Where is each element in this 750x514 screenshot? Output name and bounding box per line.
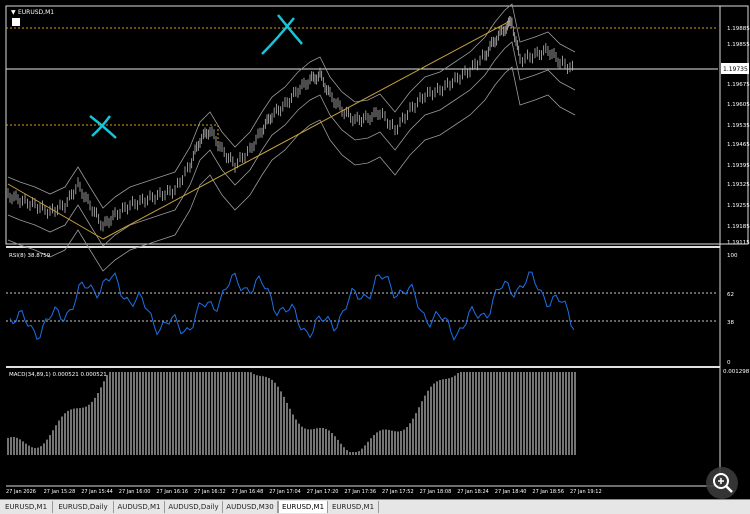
time-tick-label: 27 Jan 16:16: [156, 489, 188, 495]
price-tick-label: 1.19605: [727, 102, 750, 108]
macd-scale-label: 0.001298: [723, 369, 750, 375]
tab-eurusd-m1-active[interactable]: EURUSD,M1: [278, 501, 328, 513]
current-price-label: 1.19735: [723, 66, 748, 73]
trendline-up[interactable]: [102, 20, 511, 240]
price-tick-label: 1.19465: [727, 142, 750, 148]
bollinger-middle-band: [7, 41, 576, 247]
tab-audusd-daily[interactable]: AUDUSD,Daily: [165, 501, 223, 513]
rsi-label: RSI(8) 38.8759: [9, 253, 51, 259]
bollinger-upper-band: [7, 3, 576, 209]
price-tick-label: 1.19325: [727, 182, 750, 188]
time-tick-label: 27 Jan 17:20: [307, 489, 339, 495]
current-price-marker: [721, 63, 749, 74]
chart-title-arrow: ▼: [11, 9, 16, 16]
rsi-line: [9, 271, 575, 341]
time-tick-label: 27 Jan 18:56: [532, 489, 564, 495]
price-scale[interactable]: 1.19885 1.19855 1.19675 1.19605 1.19535 1.194…: [727, 26, 750, 246]
time-tick-label: 27 Jan 19:12: [570, 489, 602, 495]
rsi-level-100-label: 100: [727, 253, 738, 259]
chart-canvas[interactable]: ▼ EURUSD,M1 1.19885 1.19855 1.19675 1.19605…: [0, 0, 750, 499]
time-tick-label: 27 Jan 17:04: [269, 489, 301, 495]
price-tick-label: 1.19395: [727, 163, 750, 169]
tab-eurusd-m1-2[interactable]: EURUSD,M1: [328, 501, 379, 513]
macd-histogram: [7, 372, 576, 455]
trendline-down[interactable]: [7, 183, 104, 240]
price-tick-label: 1.19185: [727, 224, 750, 230]
tab-audusd-m1[interactable]: AUDUSD,M1: [114, 501, 165, 513]
cross-mark-drawing[interactable]: [89, 115, 117, 139]
price-tick-label: 1.19255: [727, 203, 750, 209]
price-tick-label: 1.19885: [727, 26, 750, 32]
rsi-level-0-label: 0: [727, 360, 731, 366]
main-panel-border: [5, 5, 749, 245]
macd-label: MACD(34,89,1) 0.000521 0.000521: [9, 372, 107, 378]
price-tick-label: 1.19855: [727, 42, 750, 48]
time-tick-label: 27 Jan 16:48: [232, 489, 264, 495]
tab-eurusd-daily[interactable]: EURUSD,Daily: [53, 501, 114, 513]
time-tick-label: 27 Jan 17:36: [344, 489, 376, 495]
time-tick-label: 27 Jan 18:08: [420, 489, 452, 495]
zoom-in-icon[interactable]: [704, 467, 744, 501]
time-tick-label: 27 Jan 18:24: [457, 489, 489, 495]
time-tick-label: 27 Jan 17:52: [382, 489, 414, 495]
time-tick-label: 27 Jan 15:28: [44, 489, 76, 495]
time-tick-label: 27 Jan 18:40: [495, 489, 527, 495]
time-tick-label: 27 Jan 15:44: [81, 489, 113, 495]
time-scale[interactable]: 27 Jan 2026 27 Jan 15:28 27 Jan 15:44 27 Ja…: [6, 489, 602, 495]
time-tick-label: 27 Jan 2026: [6, 489, 36, 495]
price-tick-label: 1.19115: [727, 240, 750, 246]
chart-tabs-bar: EURUSD,M1 EURUSD,Daily AUDUSD,M1 AUDUSD,…: [0, 499, 750, 514]
price-tick-label: 1.19535: [727, 123, 750, 129]
time-tick-label: 27 Jan 16:32: [194, 489, 226, 495]
rsi-level-38-label: 38: [727, 320, 734, 326]
time-tick-label: 27 Jan 16:00: [119, 489, 151, 495]
chart-title: EURUSD,M1: [18, 9, 54, 16]
one-click-trading-box[interactable]: [12, 18, 20, 26]
tab-audusd-m30[interactable]: AUDUSD,M30: [223, 501, 278, 513]
cross-mark-drawing[interactable]: [261, 14, 303, 55]
price-tick-label: 1.19675: [727, 82, 750, 88]
tab-eurusd-m1[interactable]: EURUSD,M1: [0, 501, 53, 513]
rsi-level-62-label: 62: [727, 292, 734, 298]
